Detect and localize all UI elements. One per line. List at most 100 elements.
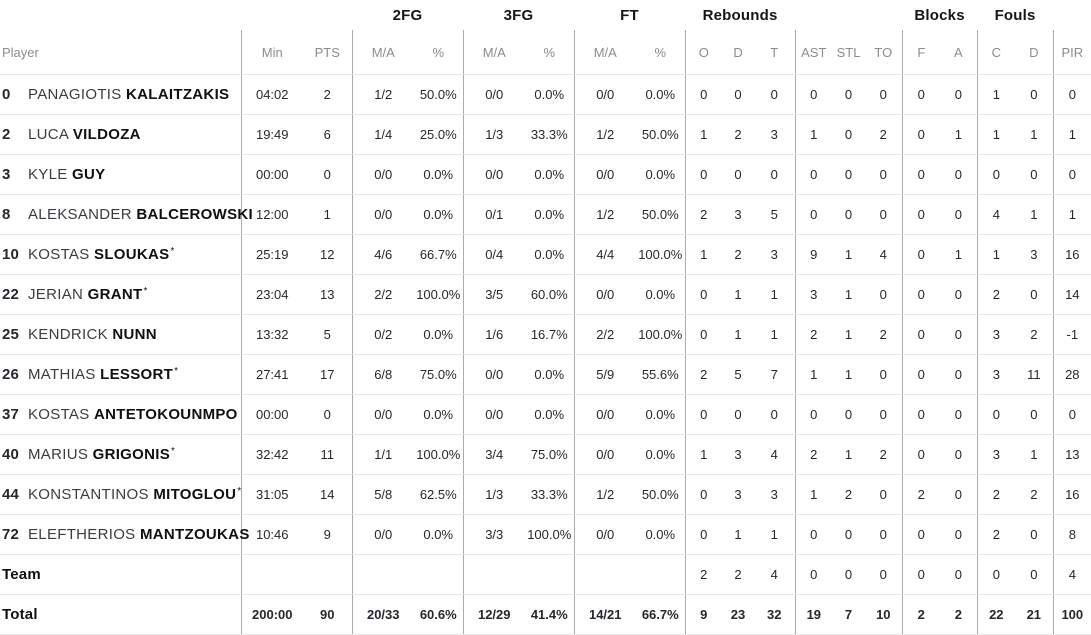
cell-foul-c: 3 (976, 354, 1016, 395)
col-header-blk-a: A (940, 30, 978, 75)
cell-reb-o: 1 (684, 234, 723, 275)
player-name[interactable]: KYLE GUY (28, 166, 105, 183)
player-name[interactable]: KOSTAS ANTETOKOUNMPO (28, 406, 238, 423)
cell-to: 0 (865, 554, 903, 595)
cell-ft-ma: 4/4 (573, 234, 636, 275)
cell-fg2-pct: 62.5% (414, 474, 463, 515)
player-row: 8 ALEKSANDER BALCEROWSKI 12:00 1 0/0 0.0% 0/1 0… (0, 194, 1091, 235)
cell-reb-o: 2 (684, 354, 723, 395)
cell-reb-d: 3 (722, 194, 755, 235)
cell-foul-c: 1 (976, 74, 1016, 115)
player-name[interactable]: JERIAN GRANT* (28, 286, 147, 303)
cell-stl: 0 (832, 194, 866, 235)
cell-reb-d: 0 (722, 394, 755, 435)
player-first-name: MATHIAS (28, 366, 101, 383)
cell-foul-d: 11 (1015, 354, 1054, 395)
player-name[interactable]: PANAGIOTIS KALAITZAKIS (28, 86, 229, 103)
cell-fg3-pct: 75.0% (525, 434, 574, 475)
cell-pir: 16 (1052, 234, 1091, 275)
cell-blk-f: 2 (901, 594, 941, 635)
cell-fg3-ma: 0/1 (462, 194, 525, 235)
cell-reb-o: 0 (684, 154, 723, 195)
cell-foul-d: 2 (1015, 474, 1054, 515)
cell-fg3-pct: 33.3% (525, 114, 574, 155)
cell-fg3-ma: 0/0 (462, 74, 525, 115)
cell-to: 4 (865, 234, 903, 275)
cell-reb-o: 0 (684, 514, 723, 555)
player-rows: 0 PANAGIOTIS KALAITZAKIS 04:02 2 1/2 50.0% 0/0… (0, 74, 1091, 635)
cell-blk-f: 0 (901, 274, 941, 315)
cell-fg2-pct: 0.0% (414, 194, 463, 235)
col-header-stl: STL (832, 30, 866, 75)
cell-stl: 1 (832, 274, 866, 315)
cell-pts: 9 (303, 514, 352, 555)
cell-blk-f: 0 (901, 434, 941, 475)
cell-ast: 19 (794, 594, 833, 635)
cell-to: 2 (865, 314, 903, 355)
cell-stl: 1 (832, 434, 866, 475)
team-label: Team (2, 566, 41, 583)
player-name[interactable]: MATHIAS LESSORT* (28, 366, 178, 383)
cell-pts: 6 (303, 114, 352, 155)
player-first-name: PANAGIOTIS (28, 86, 127, 103)
cell-fg2-pct (414, 554, 463, 595)
cell-fg2-pct: 66.7% (414, 234, 463, 275)
cell-pts: 2 (303, 74, 352, 115)
player-name[interactable]: LUCA VILDOZA (28, 126, 141, 143)
cell-pts: 5 (303, 314, 352, 355)
cell-reb-o: 0 (684, 474, 723, 515)
player-name[interactable]: ALEKSANDER BALCEROWSKI (28, 206, 253, 223)
cell-reb-d: 3 (722, 474, 755, 515)
cell-blk-f: 0 (901, 394, 941, 435)
cell-foul-c: 3 (976, 434, 1016, 475)
player-name[interactable]: KOSTAS SLOUKAS* (28, 246, 174, 263)
cell-pir: 0 (1052, 74, 1091, 115)
player-last-name: NUNN (112, 326, 157, 343)
cell-reb-d: 1 (722, 274, 755, 315)
cell-ft-ma (573, 554, 636, 595)
player-row: 40 MARIUS GRIGONIS* 32:42 11 1/1 100.0% 3/4 75.… (0, 434, 1091, 475)
player-row: 25 KENDRICK NUNN 13:32 5 0/2 0.0% 1/6 16.7% 2/2 1… (0, 314, 1091, 355)
cell-ft-pct: 50.0% (636, 474, 686, 515)
cell-reb-d: 1 (722, 514, 755, 555)
cell-fg3-ma: 3/3 (462, 514, 525, 555)
cell-fg2-pct: 100.0% (414, 274, 463, 315)
cell-reb-d: 3 (722, 434, 755, 475)
cell-foul-d: 0 (1015, 554, 1054, 595)
cell-team-label: Team (0, 554, 241, 595)
player-name[interactable]: MARIUS GRIGONIS* (28, 446, 175, 463)
cell-ft-pct: 100.0% (636, 314, 686, 355)
col-header-reb-o: O (684, 30, 723, 75)
cell-reb-t: 1 (754, 314, 796, 355)
cell-ast: 9 (794, 234, 833, 275)
cell-foul-d: 0 (1015, 394, 1054, 435)
cell-reb-t: 1 (754, 514, 796, 555)
cell-fg3-ma: 0/4 (462, 234, 525, 275)
player-first-name: KOSTAS (28, 406, 95, 423)
cell-fg2-ma: 6/8 (351, 354, 414, 395)
cell-to: 2 (865, 114, 903, 155)
cell-fg2-ma: 0/0 (351, 514, 414, 555)
cell-reb-t: 4 (754, 554, 796, 595)
player-first-name: KENDRICK (28, 326, 113, 343)
player-last-name: GRIGONIS (92, 446, 171, 463)
cell-stl: 0 (832, 514, 866, 555)
player-row: 26 MATHIAS LESSORT* 27:41 17 6/8 75.0% 0/0 0.0%… (0, 354, 1091, 395)
jersey-number: 44 (2, 486, 20, 503)
player-name[interactable]: KENDRICK NUNN (28, 326, 157, 343)
player-row: 22 JERIAN GRANT* 23:04 13 2/2 100.0% 3/5 60.0% 0… (0, 274, 1091, 315)
jersey-number: 26 (2, 366, 20, 383)
player-name[interactable]: ELEFTHERIOS MANTZOUKAS (28, 526, 250, 543)
cell-blk-a: 0 (940, 154, 978, 195)
cell-reb-t: 7 (754, 354, 796, 395)
player-name[interactable]: KONSTANTINOS MITOGLOU* (28, 486, 241, 503)
group-header-2fg: 2FG (392, 6, 423, 24)
cell-blk-f: 0 (901, 314, 941, 355)
cell-ft-ma: 0/0 (573, 394, 636, 435)
cell-ft-pct: 0.0% (636, 274, 686, 315)
cell-foul-c: 2 (976, 474, 1016, 515)
col-header-fg2-pct: % (414, 30, 463, 75)
column-header-row: Player Min PTS M/A% M/A% M/A% O D T AST STL TO F A C D P… (0, 30, 1091, 75)
cell-reb-t: 3 (754, 114, 796, 155)
cell-pts: 0 (303, 394, 352, 435)
